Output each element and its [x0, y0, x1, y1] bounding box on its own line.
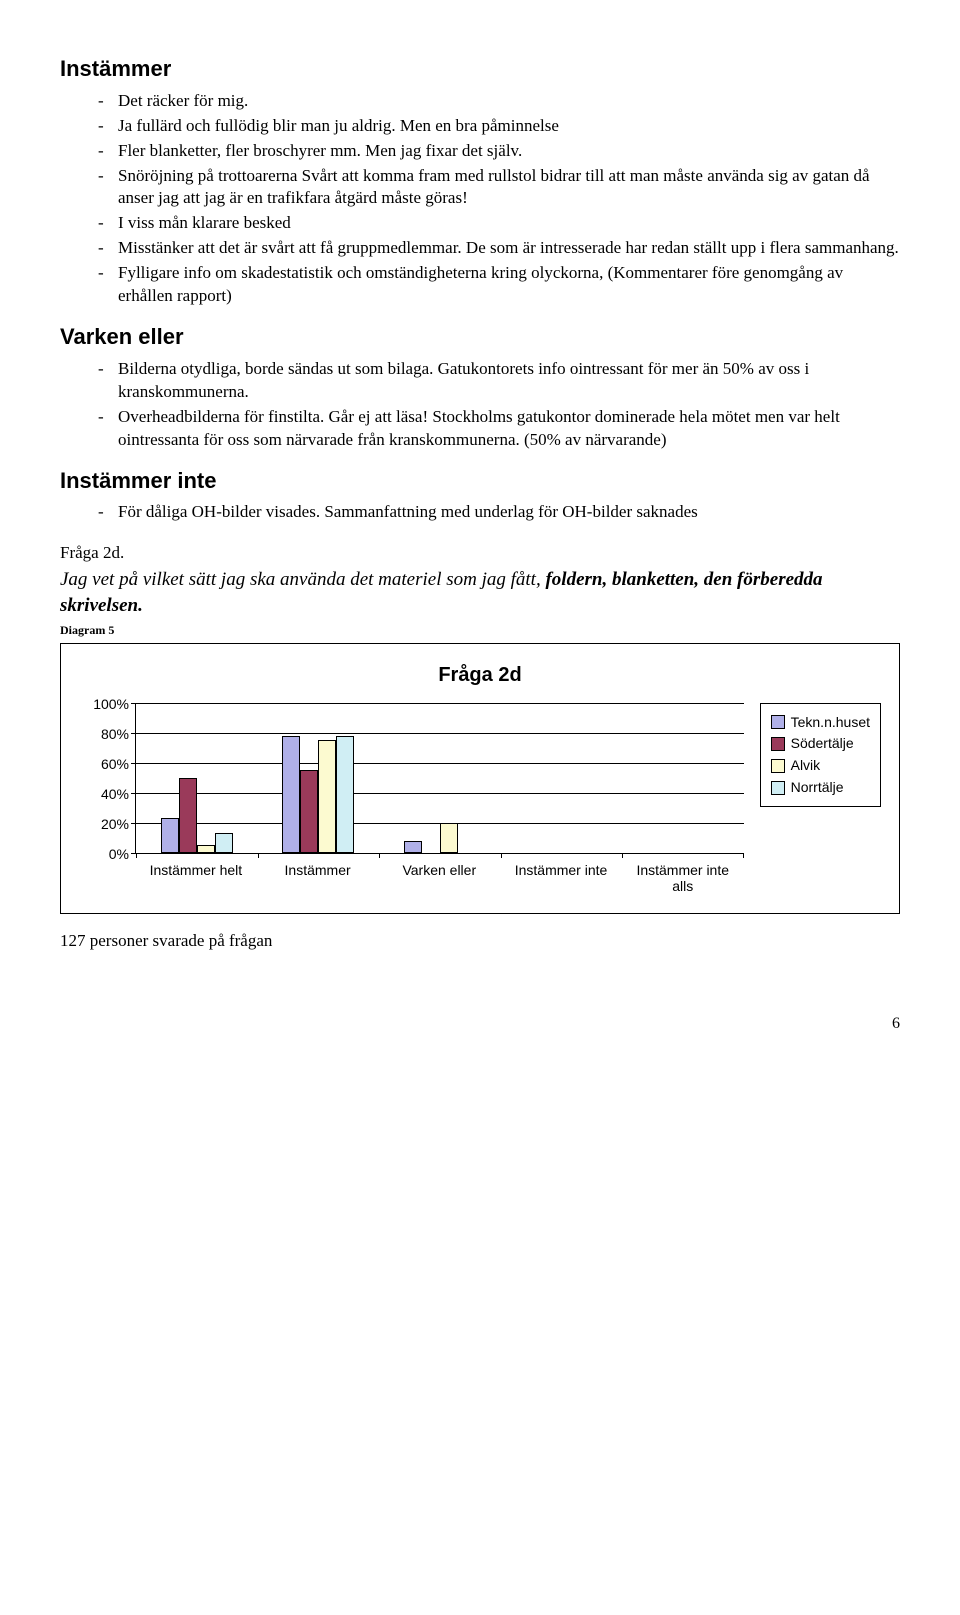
legend-label: Tekn.n.huset — [791, 713, 870, 732]
category-tick — [622, 853, 623, 858]
bar — [336, 736, 354, 853]
category-tick — [743, 853, 744, 858]
y-tick-label: 80% — [101, 725, 129, 744]
bullet-item: -Overheadbilderna för finstilta. Går ej … — [98, 406, 900, 452]
bullet-dash: - — [98, 501, 118, 524]
y-tick-label: 20% — [101, 815, 129, 834]
legend-label: Norrtälje — [791, 778, 844, 797]
chart-legend: Tekn.n.huset Södertälje Alvik Norrtälje — [760, 703, 881, 808]
bar — [179, 778, 197, 853]
x-axis-labels: Instämmer heltInstämmerVarken ellerInstä… — [135, 862, 744, 896]
question-text: Jag vet på vilket sätt jag ska använda d… — [60, 567, 900, 618]
bar — [161, 818, 179, 853]
legend-label: Södertälje — [791, 734, 854, 753]
bullet-item: -För dåliga OH-bilder visades. Sammanfat… — [98, 501, 900, 524]
bullet-text: Fylligare info om skadestatistik och oms… — [118, 262, 900, 308]
bullet-dash: - — [98, 237, 118, 260]
x-label: Instämmer — [257, 862, 379, 896]
y-tick-label: 60% — [101, 755, 129, 774]
bullet-dash: - — [98, 165, 118, 211]
bullet-text: Det räcker för mig. — [118, 90, 900, 113]
bar-group — [258, 703, 380, 853]
legend-swatch — [771, 759, 785, 773]
bullet-list: -För dåliga OH-bilder visades. Sammanfat… — [60, 501, 900, 524]
y-axis: 100%80%60%40%20%0% — [79, 703, 135, 853]
category-tick — [379, 853, 380, 858]
y-tick-label: 0% — [109, 845, 129, 864]
bullet-item: -Det räcker för mig. — [98, 90, 900, 113]
legend-swatch — [771, 715, 785, 729]
x-label: Instämmer inte — [500, 862, 622, 896]
bullet-item: -I viss mån klarare besked — [98, 212, 900, 235]
bullet-item: -Misstänker att det är svårt att få grup… — [98, 237, 900, 260]
bullet-text: Fler blanketter, fler broschyrer mm. Men… — [118, 140, 900, 163]
bullet-dash: - — [98, 115, 118, 138]
respondent-count: 127 personer svarade på frågan — [60, 930, 900, 953]
bullet-item: -Fylligare info om skadestatistik och om… — [98, 262, 900, 308]
diagram-label: Diagram 5 — [60, 622, 900, 638]
bullet-dash: - — [98, 90, 118, 113]
page-number: 6 — [60, 1013, 900, 1035]
bullet-item: -Snöröjning på trottoarerna Svårt att ko… — [98, 165, 900, 211]
bar-group — [622, 703, 744, 853]
section-heading: Instämmer — [60, 54, 900, 84]
question-label: Fråga 2d. — [60, 542, 900, 565]
bullet-item: -Ja fullärd och fullödig blir man ju ald… — [98, 115, 900, 138]
bar — [300, 770, 318, 853]
bar — [282, 736, 300, 853]
bar — [404, 841, 422, 853]
bullet-text: Bilderna otydliga, borde sändas ut som b… — [118, 358, 900, 404]
bar — [318, 740, 336, 853]
bullet-item: -Bilderna otydliga, borde sändas ut som … — [98, 358, 900, 404]
bullet-dash: - — [98, 406, 118, 452]
chart-container: Fråga 2d 100% 80% 60% 40% 20% 0% Instämmer he… — [60, 643, 900, 915]
bars-row — [136, 703, 744, 853]
legend-item: Tekn.n.huset — [771, 713, 870, 732]
x-label: Instämmer helt — [135, 862, 257, 896]
bullet-list: -Det räcker för mig.-Ja fullärd och full… — [60, 90, 900, 308]
category-tick — [501, 853, 502, 858]
y-tick-label: 100% — [93, 695, 129, 714]
section-heading: Instämmer inte — [60, 466, 900, 496]
x-label: Instämmer inte alls — [622, 862, 744, 896]
bullet-text: Overheadbilderna för finstilta. Går ej a… — [118, 406, 900, 452]
category-tick — [136, 853, 137, 858]
category-tick — [258, 853, 259, 858]
legend-item: Alvik — [771, 756, 870, 775]
section-heading: Varken eller — [60, 322, 900, 352]
chart-title: Fråga 2d — [79, 662, 881, 689]
bar-group — [501, 703, 623, 853]
y-tick-label: 40% — [101, 785, 129, 804]
legend-swatch — [771, 737, 785, 751]
bullet-dash: - — [98, 262, 118, 308]
legend-swatch — [771, 781, 785, 795]
bullet-item: -Fler blanketter, fler broschyrer mm. Me… — [98, 140, 900, 163]
bar-group — [379, 703, 501, 853]
legend-label: Alvik — [791, 756, 821, 775]
bar — [440, 823, 458, 853]
bullet-dash: - — [98, 212, 118, 235]
legend-item: Norrtälje — [771, 778, 870, 797]
bullet-text: Ja fullärd och fullödig blir man ju aldr… — [118, 115, 900, 138]
bullet-dash: - — [98, 140, 118, 163]
bar — [215, 833, 233, 853]
x-label: Varken eller — [378, 862, 500, 896]
plot-area — [135, 703, 744, 854]
question-text-plain: Jag vet på vilket sätt jag ska använda d… — [60, 569, 545, 590]
bullet-text: För dåliga OH-bilder visades. Sammanfatt… — [118, 501, 900, 524]
bar-group — [136, 703, 258, 853]
bar — [197, 845, 215, 853]
bullet-list: -Bilderna otydliga, borde sändas ut som … — [60, 358, 900, 452]
legend-item: Södertälje — [771, 734, 870, 753]
bullet-text: Snöröjning på trottoarerna Svårt att kom… — [118, 165, 900, 211]
bullet-text: Misstänker att det är svårt att få grupp… — [118, 237, 900, 260]
bullet-text: I viss mån klarare besked — [118, 212, 900, 235]
bullet-dash: - — [98, 358, 118, 404]
